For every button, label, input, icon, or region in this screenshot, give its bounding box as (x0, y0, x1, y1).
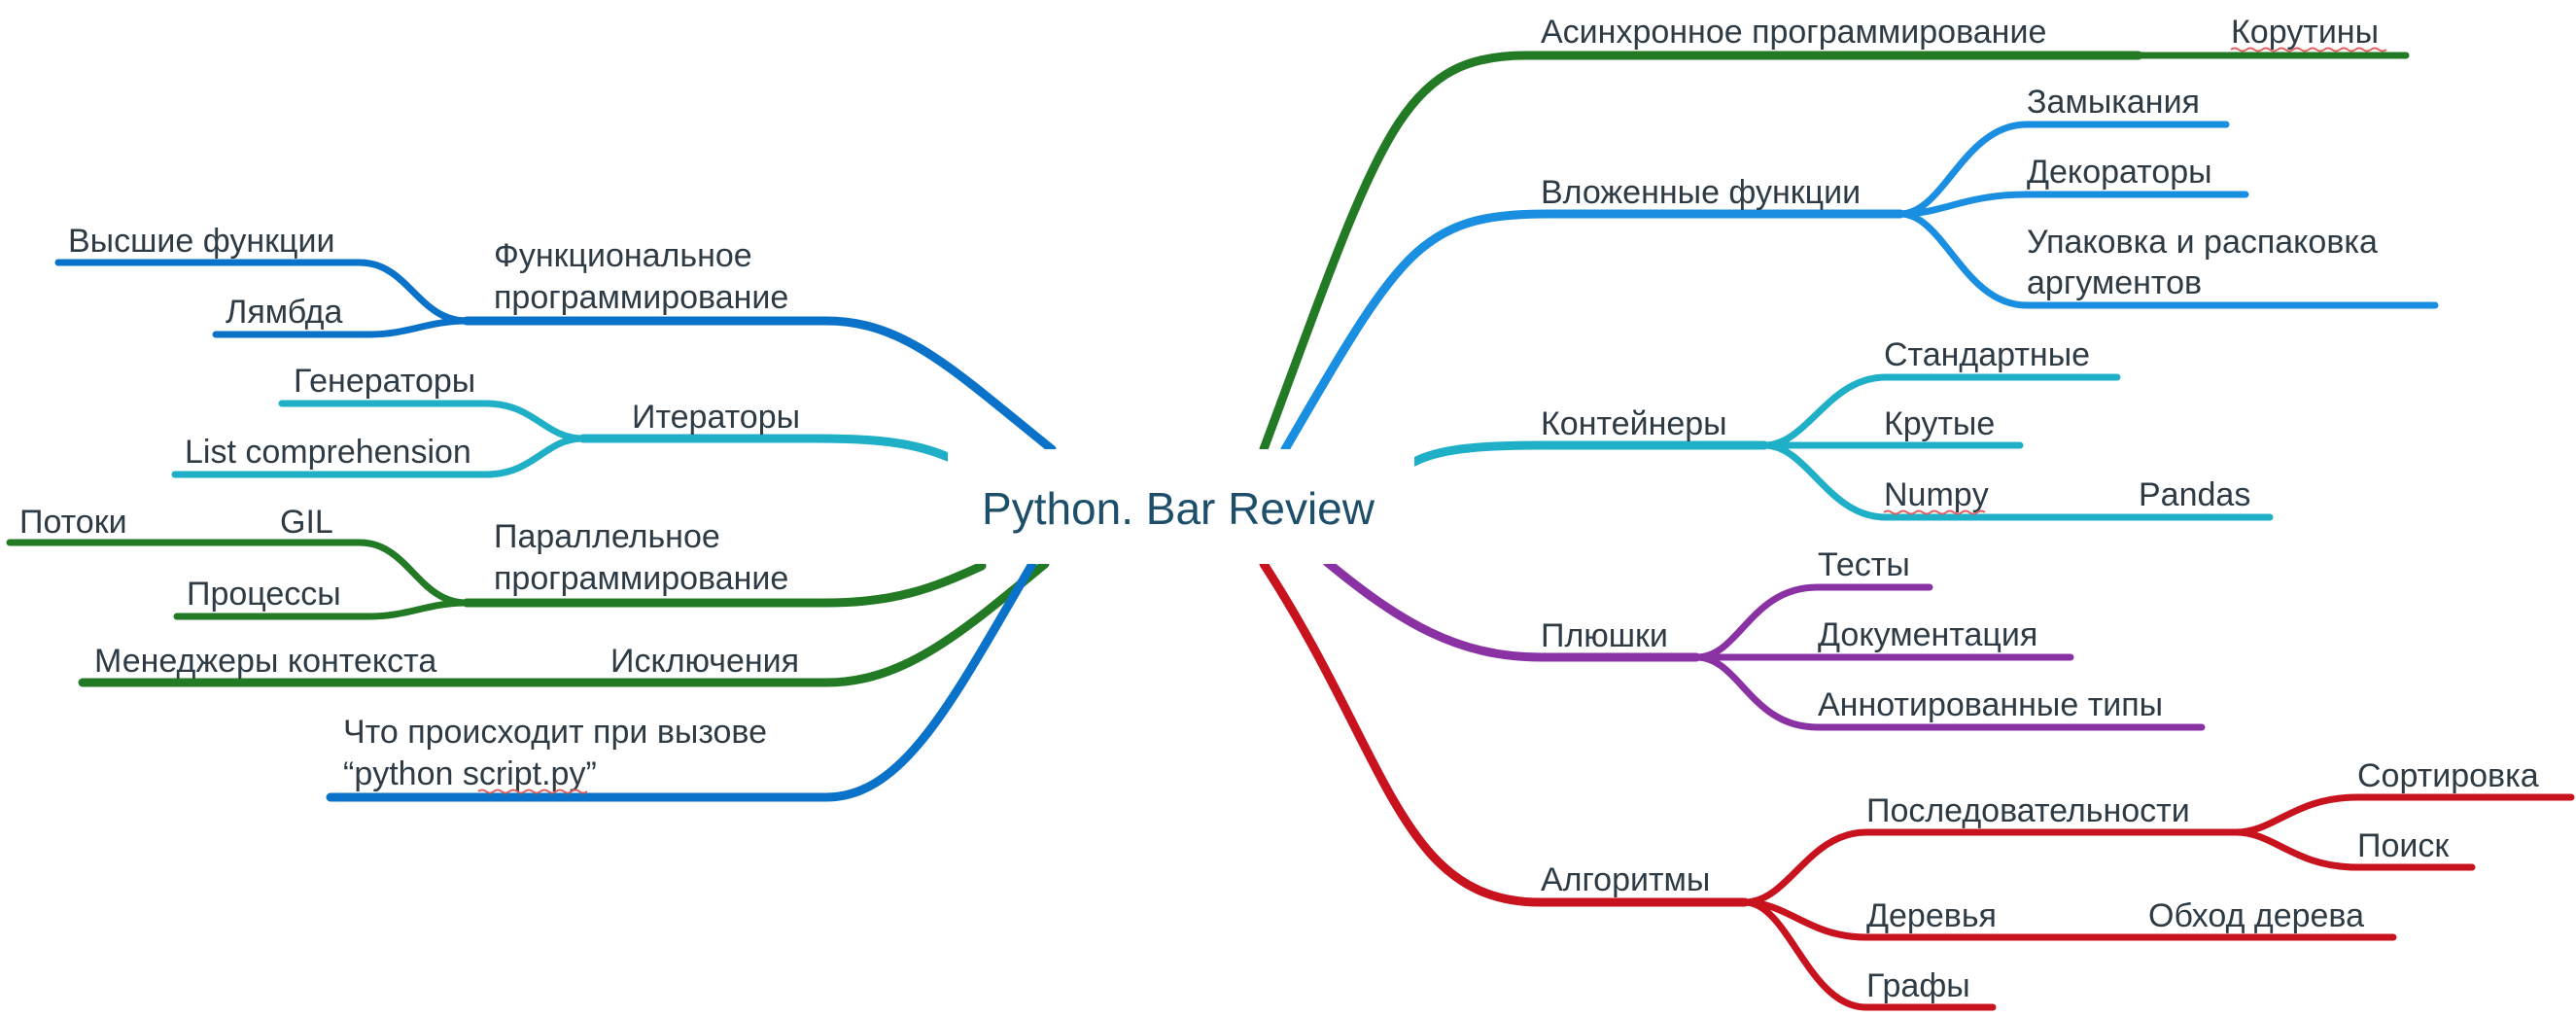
branch-goodies: Плюшки Тесты Документация Аннотированные… (1322, 546, 2206, 731)
node-context-managers[interactable]: Менеджеры контекста (94, 643, 436, 680)
branch-containers: Контейнеры Стандартные Крутые Numpy Pand… (1410, 336, 2274, 521)
branch-functional: Функциональное программирование Высшие ф… (54, 223, 1057, 454)
branch-line-sequences (1741, 828, 2240, 906)
branch-iterators: Итераторы Генераторы List comprehension (171, 363, 953, 478)
branch-line-functional (462, 316, 1057, 454)
node-gil[interactable]: GIL (280, 504, 333, 541)
node-generators[interactable]: Генераторы (294, 363, 475, 400)
branch-line-processes (173, 599, 470, 620)
branch-line-iterators (578, 434, 953, 462)
branch-line-exceptions (78, 559, 1050, 687)
node-lambda[interactable]: Лямбда (226, 294, 343, 331)
node-script-call-line2[interactable]: “python script.py” (343, 755, 597, 792)
node-iterators[interactable]: Итераторы (632, 399, 800, 436)
node-script-call-line1[interactable]: Что происходит при вызове (343, 714, 767, 751)
node-nested[interactable]: Вложенные функции (1541, 174, 1861, 211)
node-coroutines[interactable]: Корутины (2231, 14, 2379, 51)
node-tree-traversal[interactable]: Обход дерева (2148, 897, 2364, 934)
branch-line-annotated (1692, 653, 2206, 731)
node-packing-line2[interactable]: аргументов (2027, 264, 2202, 301)
node-packing-line1[interactable]: Упаковка и распаковка (2027, 224, 2378, 261)
node-list-comp[interactable]: List comprehension (185, 434, 471, 471)
branch-nested: Вложенные функции Замыкания Декораторы У… (1280, 84, 2439, 454)
branch-line-lambda (212, 317, 470, 338)
node-cool[interactable]: Крутые (1884, 405, 1995, 442)
branch-parallel: Параллельное программирование GIL Потоки… (6, 504, 987, 620)
node-containers[interactable]: Контейнеры (1541, 405, 1727, 442)
branch-line-goodies (1322, 557, 1701, 662)
node-processes[interactable]: Процессы (187, 576, 341, 613)
root-background (948, 449, 1414, 564)
branch-line-nested (1280, 209, 1905, 454)
branch-line-higher-order (54, 259, 470, 325)
node-goodies[interactable]: Плюшки (1541, 617, 1668, 654)
branch-line-async (1259, 51, 2143, 454)
node-trees[interactable]: Деревья (1866, 897, 1997, 934)
node-decorators[interactable]: Декораторы (2027, 154, 2212, 191)
branch-line-numpy (1760, 441, 2274, 521)
node-tests[interactable]: Тесты (1818, 546, 1910, 583)
node-docs[interactable]: Документация (1818, 616, 2037, 653)
spellcheck-underline (2230, 47, 2387, 53)
node-sequences[interactable]: Последовательности (1866, 792, 2190, 829)
node-search[interactable]: Поиск (2357, 827, 2450, 864)
branch-line-decorators (1897, 191, 2249, 218)
node-pandas[interactable]: Pandas (2139, 476, 2250, 513)
branch-line-packing (1897, 210, 2439, 309)
branch-exceptions: Исключения Менеджеры контекста (78, 559, 1050, 687)
branch-script-call: Что происходит при вызове “python script… (326, 559, 1037, 802)
branch-line-gil (6, 539, 470, 607)
spellcheck-underline (477, 789, 588, 794)
branch-line-list-comp (171, 435, 587, 478)
node-functional-line2[interactable]: программирование (494, 279, 788, 316)
node-sorting[interactable]: Сортировка (2357, 757, 2539, 794)
node-closures[interactable]: Замыкания (2027, 84, 2200, 121)
node-annotated[interactable]: Аннотированные типы (1818, 686, 2163, 723)
branch-line-graphs (1741, 898, 1997, 1011)
root-topic[interactable]: Python. Bar Review (982, 483, 1375, 534)
node-standard[interactable]: Стандартные (1884, 336, 2090, 373)
node-algorithms[interactable]: Алгоритмы (1541, 861, 1710, 898)
node-parallel-line1[interactable]: Параллельное (494, 518, 720, 555)
node-async[interactable]: Асинхронное программирование (1541, 14, 2046, 51)
node-numpy[interactable]: Numpy (1884, 476, 1989, 513)
branch-async: Асинхронное программирование Корутины (1259, 14, 2410, 454)
node-graphs[interactable]: Графы (1866, 967, 1970, 1004)
node-threads[interactable]: Потоки (19, 504, 127, 541)
node-functional-line1[interactable]: Функциональное (494, 237, 752, 274)
spellcheck-underline (1883, 509, 1986, 515)
branch-algorithms: Алгоритмы Последовательности Сортировка … (1259, 559, 2575, 1011)
node-exceptions[interactable]: Исключения (610, 643, 799, 680)
branch-line-containers (1410, 440, 1769, 467)
node-higher-order[interactable]: Высшие функции (68, 223, 334, 260)
node-parallel-line2[interactable]: программирование (494, 560, 788, 597)
branch-line-parallel (462, 561, 987, 608)
branch-line-algorithms (1259, 559, 1750, 907)
branch-line-script-call (326, 559, 1037, 802)
branch-line-search (2232, 828, 2476, 871)
